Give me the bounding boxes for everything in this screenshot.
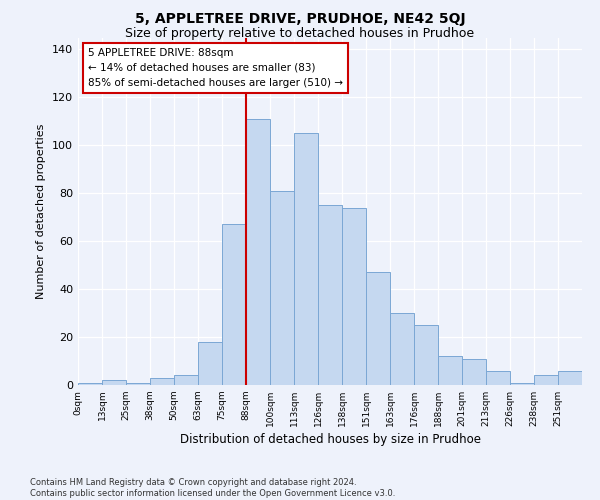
Bar (126, 382, 150, 385)
Bar (78, 382, 102, 385)
Bar (534, 376, 558, 385)
Bar (270, 191, 294, 385)
Bar (414, 325, 438, 385)
Bar (318, 206, 342, 385)
Bar (294, 134, 318, 385)
Y-axis label: Number of detached properties: Number of detached properties (37, 124, 46, 299)
Bar (246, 119, 270, 385)
Text: Size of property relative to detached houses in Prudhoe: Size of property relative to detached ho… (125, 28, 475, 40)
Bar (102, 380, 126, 385)
Text: 5, APPLETREE DRIVE, PRUDHOE, NE42 5QJ: 5, APPLETREE DRIVE, PRUDHOE, NE42 5QJ (134, 12, 466, 26)
Bar (366, 272, 390, 385)
Bar (342, 208, 366, 385)
X-axis label: Distribution of detached houses by size in Prudhoe: Distribution of detached houses by size … (179, 433, 481, 446)
Bar (510, 382, 534, 385)
Text: 5 APPLETREE DRIVE: 88sqm
← 14% of detached houses are smaller (83)
85% of semi-d: 5 APPLETREE DRIVE: 88sqm ← 14% of detach… (88, 48, 343, 88)
Bar (390, 313, 414, 385)
Text: Contains HM Land Registry data © Crown copyright and database right 2024.
Contai: Contains HM Land Registry data © Crown c… (30, 478, 395, 498)
Bar (486, 370, 510, 385)
Bar (558, 370, 582, 385)
Bar (462, 358, 486, 385)
Bar (174, 376, 198, 385)
Bar (198, 342, 222, 385)
Bar (222, 224, 246, 385)
Bar (150, 378, 174, 385)
Bar (438, 356, 462, 385)
